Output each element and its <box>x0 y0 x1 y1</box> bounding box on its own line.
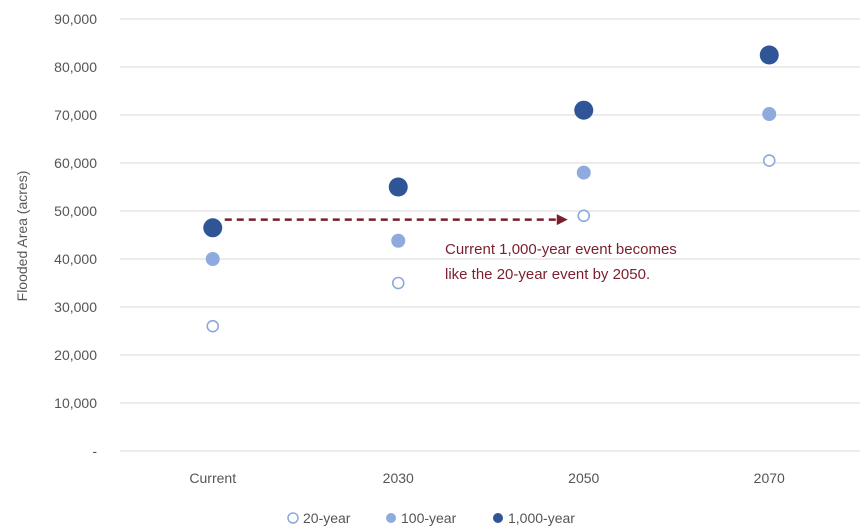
legend-label: 20-year <box>303 510 351 526</box>
y-tick-label: 50,000 <box>54 203 97 219</box>
data-point <box>388 177 408 197</box>
data-point <box>759 45 779 65</box>
y-tick-label: 10,000 <box>54 395 97 411</box>
x-axis-ticks: Current 2030 2050 2070 <box>189 470 785 486</box>
data-point <box>391 233 406 248</box>
data-point <box>762 154 776 167</box>
data-point <box>391 276 405 290</box>
data-point <box>576 165 591 180</box>
data-point <box>762 107 777 122</box>
data-point <box>203 218 223 238</box>
annotation-arrowhead <box>556 214 568 226</box>
legend-marker <box>287 512 299 524</box>
annotation: Current 1,000-year event becomes like the… <box>224 214 677 283</box>
y-tick-label: 30,000 <box>54 299 97 315</box>
y-tick-label: 60,000 <box>54 155 97 171</box>
x-tick-label: 2070 <box>754 470 785 486</box>
legend-label: 1,000-year <box>508 510 575 526</box>
x-tick-label: 2030 <box>383 470 414 486</box>
y-axis-ticks: - 10,000 20,000 30,000 40,000 50,000 60,000 70,… <box>54 11 97 459</box>
y-tick-label: 90,000 <box>54 11 97 27</box>
y-tick-label: 40,000 <box>54 251 97 267</box>
y-tick-label: 80,000 <box>54 59 97 75</box>
legend-marker <box>386 513 396 523</box>
legend-label: 100-year <box>401 510 457 526</box>
y-tick-label: 70,000 <box>54 107 97 123</box>
y-tick-label: 20,000 <box>54 347 97 363</box>
x-tick-label: Current <box>189 470 236 486</box>
data-points <box>203 45 779 333</box>
y-axis-title: Flooded Area (acres) <box>14 171 30 302</box>
legend: 20-year 100-year 1,000-year <box>287 510 575 526</box>
y-tick-label: - <box>92 443 97 459</box>
data-point <box>577 209 591 223</box>
annotation-text: like the 20-year event by 2050. <box>445 266 650 283</box>
x-tick-label: 2050 <box>568 470 599 486</box>
data-point <box>206 319 220 333</box>
data-point <box>205 252 220 266</box>
legend-marker <box>493 513 503 523</box>
gridlines <box>120 18 860 452</box>
data-point <box>574 100 594 120</box>
annotation-text: Current 1,000-year event becomes <box>445 241 677 258</box>
